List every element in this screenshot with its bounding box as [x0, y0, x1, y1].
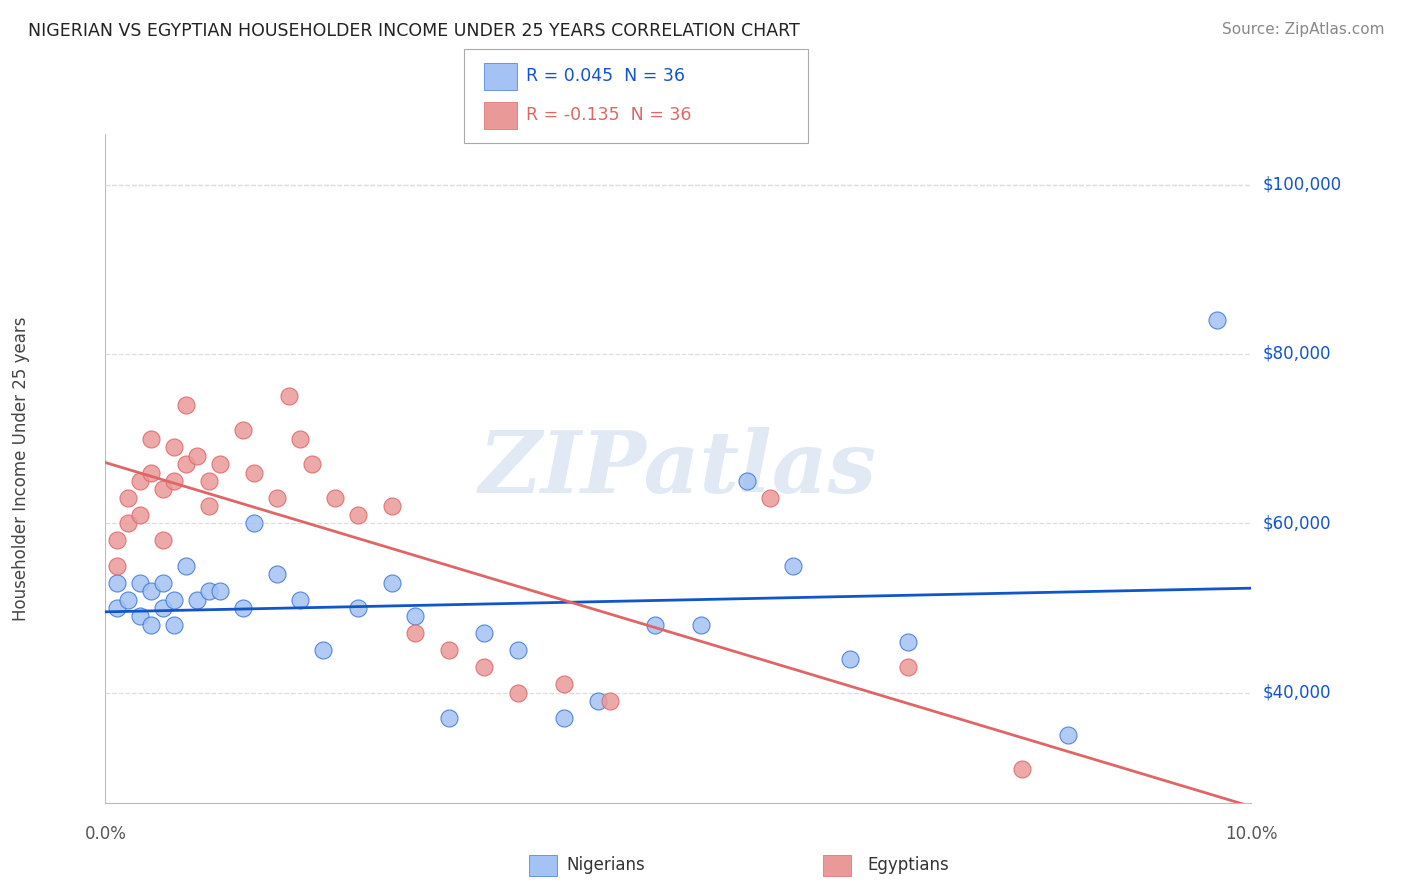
Point [323, 491, 346, 505]
Point [208, 584, 231, 599]
Point [208, 457, 231, 471]
Point [232, 601, 254, 615]
Point [174, 398, 197, 412]
Point [105, 558, 128, 573]
Point [128, 508, 150, 522]
Point [186, 449, 208, 463]
Point [404, 609, 426, 624]
Point [152, 601, 174, 615]
Point [346, 508, 368, 522]
Point [174, 558, 197, 573]
Point [553, 677, 575, 691]
Point [197, 474, 219, 488]
Text: NIGERIAN VS EGYPTIAN HOUSEHOLDER INCOME UNDER 25 YEARS CORRELATION CHART: NIGERIAN VS EGYPTIAN HOUSEHOLDER INCOME … [28, 22, 800, 40]
Point [290, 432, 312, 446]
Point [174, 457, 197, 471]
Point [105, 533, 128, 548]
Point [644, 618, 666, 632]
Point [266, 567, 288, 582]
Point [128, 609, 150, 624]
Point [105, 601, 128, 615]
Point [117, 491, 139, 505]
Point [141, 466, 163, 480]
Point [141, 432, 163, 446]
Point [186, 592, 208, 607]
Point [381, 575, 404, 590]
Point [897, 660, 920, 674]
Point [782, 558, 804, 573]
Point [128, 575, 150, 590]
Point [472, 660, 495, 674]
Point [897, 635, 920, 649]
Point [759, 491, 782, 505]
Point [586, 694, 609, 708]
Point [163, 592, 186, 607]
Text: Nigerians: Nigerians [567, 856, 645, 874]
Point [437, 643, 460, 657]
Point [1011, 762, 1033, 776]
Point [117, 516, 139, 531]
Point [381, 500, 404, 514]
Point [735, 474, 758, 488]
Point [232, 423, 254, 437]
Point [553, 711, 575, 725]
Point [141, 618, 163, 632]
Point [197, 500, 219, 514]
Point [472, 626, 495, 640]
Point [243, 466, 266, 480]
Point [141, 584, 163, 599]
Text: Egyptians: Egyptians [868, 856, 949, 874]
Point [163, 618, 186, 632]
Point [437, 711, 460, 725]
Point [277, 389, 299, 403]
Text: ZIPatlas: ZIPatlas [479, 426, 877, 510]
Point [290, 592, 312, 607]
Text: 0.0%: 0.0% [84, 825, 127, 843]
Point [243, 516, 266, 531]
Text: $60,000: $60,000 [1263, 515, 1331, 533]
Text: Householder Income Under 25 years: Householder Income Under 25 years [13, 316, 30, 621]
Point [197, 584, 219, 599]
Point [506, 686, 529, 700]
Point [152, 483, 174, 497]
Point [346, 601, 368, 615]
Point [163, 474, 186, 488]
Point [152, 575, 174, 590]
Text: $100,000: $100,000 [1263, 176, 1341, 194]
Point [404, 626, 426, 640]
Point [152, 533, 174, 548]
Text: R = -0.135  N = 36: R = -0.135 N = 36 [526, 106, 692, 124]
Point [117, 592, 139, 607]
Point [1206, 313, 1229, 327]
Text: $80,000: $80,000 [1263, 345, 1331, 363]
Point [312, 643, 335, 657]
Point [266, 491, 288, 505]
Point [301, 457, 323, 471]
Point [506, 643, 529, 657]
Text: 10.0%: 10.0% [1225, 825, 1278, 843]
Point [105, 575, 128, 590]
Point [163, 440, 186, 454]
Text: Source: ZipAtlas.com: Source: ZipAtlas.com [1222, 22, 1385, 37]
Point [839, 652, 862, 666]
Point [599, 694, 621, 708]
Point [128, 474, 150, 488]
Point [690, 618, 713, 632]
Text: $40,000: $40,000 [1263, 683, 1331, 702]
Point [1057, 728, 1080, 742]
Text: R = 0.045  N = 36: R = 0.045 N = 36 [526, 68, 685, 86]
